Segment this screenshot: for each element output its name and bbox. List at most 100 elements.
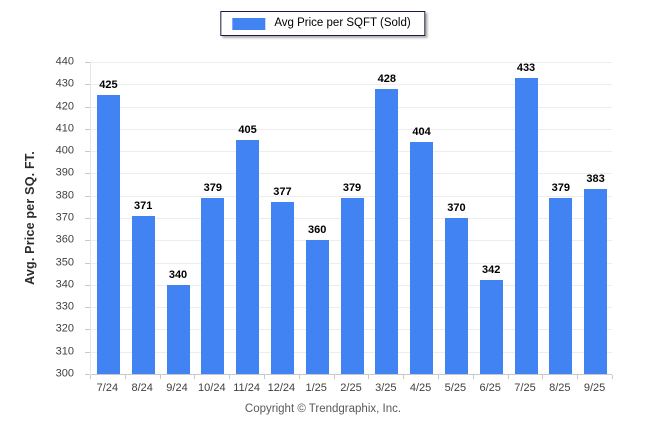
y-tick-label: 330	[55, 300, 74, 313]
x-tick-label: 6/25	[479, 382, 501, 394]
bar-1/25	[305, 240, 329, 374]
x-tick-label: 9/24	[166, 382, 188, 394]
x-axis-line	[91, 374, 612, 375]
bar-8/25	[549, 197, 573, 374]
x-tick-label: 9/25	[583, 382, 606, 394]
x-tick-label: 11/24	[233, 382, 260, 394]
bar-value-label: 428	[377, 72, 396, 85]
x-tick-label: 1/25	[305, 382, 327, 394]
gridline	[91, 128, 612, 130]
x-tick-mark	[264, 375, 265, 379]
bar-value-label: 360	[308, 224, 327, 237]
x-tick-mark	[438, 375, 439, 379]
y-tick-label: 380	[55, 189, 74, 202]
copyright-text: Copyright © Trendgraphix, Inc.	[244, 403, 402, 415]
gridline	[91, 173, 612, 175]
x-tick-label: 12/24	[267, 382, 296, 394]
x-tick-mark	[333, 375, 335, 379]
bar-value-label: 405	[238, 124, 257, 136]
bar-value-label: 425	[99, 79, 118, 92]
y-tick-label: 300	[55, 367, 74, 380]
y-tick-mark	[85, 62, 90, 63]
gridline	[91, 106, 612, 108]
bar-11/24	[236, 140, 260, 374]
gridline	[91, 195, 612, 197]
y-tick-label: 310	[55, 345, 74, 358]
x-axis: 7/24 8/24 9/24 10/24 11/24 12/24 1/25 2/25 3/25 4…	[90, 374, 613, 404]
y-tick-mark	[85, 173, 90, 175]
x-tick-label: 10/24	[198, 382, 226, 394]
y-tick-label: 390	[55, 166, 74, 179]
bar-value-label: 340	[168, 268, 188, 281]
legend: Avg Price per SQFT (Sold)	[220, 11, 426, 36]
bar-9/24	[166, 284, 190, 374]
y-tick-mark	[85, 106, 90, 108]
y-tick-mark	[85, 374, 90, 375]
legend-swatch	[232, 17, 266, 30]
y-tick-label: 350	[55, 256, 74, 269]
bar-6/25	[479, 280, 503, 374]
y-tick-mark	[85, 218, 90, 219]
bar-value-label: 377	[273, 186, 292, 199]
x-tick-mark	[368, 375, 370, 379]
y-tick-mark	[85, 351, 90, 353]
bar-value-label: 404	[412, 126, 431, 139]
bar-7/25	[514, 77, 538, 374]
y-tick-label: 430	[55, 77, 74, 90]
bar-value-label: 379	[203, 181, 222, 194]
y-tick-label: 340	[55, 278, 74, 291]
x-tick-label: 3/25	[375, 382, 397, 394]
bar-value-label: 433	[516, 61, 536, 74]
bar-value-label: 383	[586, 173, 605, 186]
plot-area: 425 371 340 379 405 377 360 379 428 404 370 342 433 3…	[90, 61, 612, 375]
y-tick-mark	[85, 307, 90, 309]
x-tick-label: 8/24	[131, 382, 153, 394]
bar-9/25	[584, 189, 608, 374]
x-tick-mark	[298, 375, 300, 379]
y-tick-label: 400	[55, 144, 74, 157]
y-tick-mark	[85, 262, 90, 264]
y-tick-label: 440	[55, 55, 74, 68]
y-tick-mark	[85, 151, 90, 153]
y-tick-label: 410	[55, 122, 74, 135]
x-tick-mark	[229, 375, 231, 379]
x-tick-mark	[472, 375, 474, 379]
x-tick-mark	[159, 375, 161, 379]
bar-5/25	[444, 218, 468, 374]
y-tick-mark	[85, 284, 90, 286]
y-tick-mark	[85, 128, 90, 130]
y-tick-label: 320	[55, 322, 74, 335]
x-tick-mark	[507, 375, 509, 379]
y-tick-mark	[85, 240, 90, 242]
x-tick-mark	[542, 375, 544, 379]
bar-value-label: 371	[134, 199, 153, 212]
gridline	[91, 84, 612, 86]
x-tick-mark	[577, 375, 579, 379]
x-tick-mark	[90, 375, 91, 379]
x-tick-mark	[403, 375, 405, 379]
bar-value-label: 379	[342, 181, 362, 194]
bar-3/25	[375, 88, 399, 374]
bar-10/24	[201, 197, 225, 374]
y-tick-label: 420	[55, 100, 74, 113]
x-tick-mark	[612, 375, 613, 379]
x-tick-label: 5/25	[444, 382, 467, 394]
legend-label: Avg Price per SQFT (Sold)	[274, 17, 411, 29]
bar-2/25	[340, 197, 364, 374]
bar-7/24	[96, 95, 120, 374]
y-tick-mark	[85, 329, 90, 331]
y-tick-mark	[85, 195, 90, 197]
bar-12/24	[270, 202, 294, 374]
x-tick-label: 2/25	[340, 382, 362, 394]
bar-4/25	[410, 142, 434, 374]
y-tick-label: 360	[55, 233, 74, 246]
x-tick-label: 7/25	[514, 382, 536, 394]
x-tick-mark	[194, 375, 196, 379]
bar-8/24	[131, 215, 155, 374]
x-tick-label: 7/24	[96, 382, 119, 394]
y-tick-mark	[85, 84, 90, 86]
gridline	[91, 151, 612, 153]
y-axis: 300 310 320 330 340 350 360 370 380 390 400 410 420 4…	[0, 56, 90, 379]
bar-value-label: 379	[551, 181, 570, 194]
